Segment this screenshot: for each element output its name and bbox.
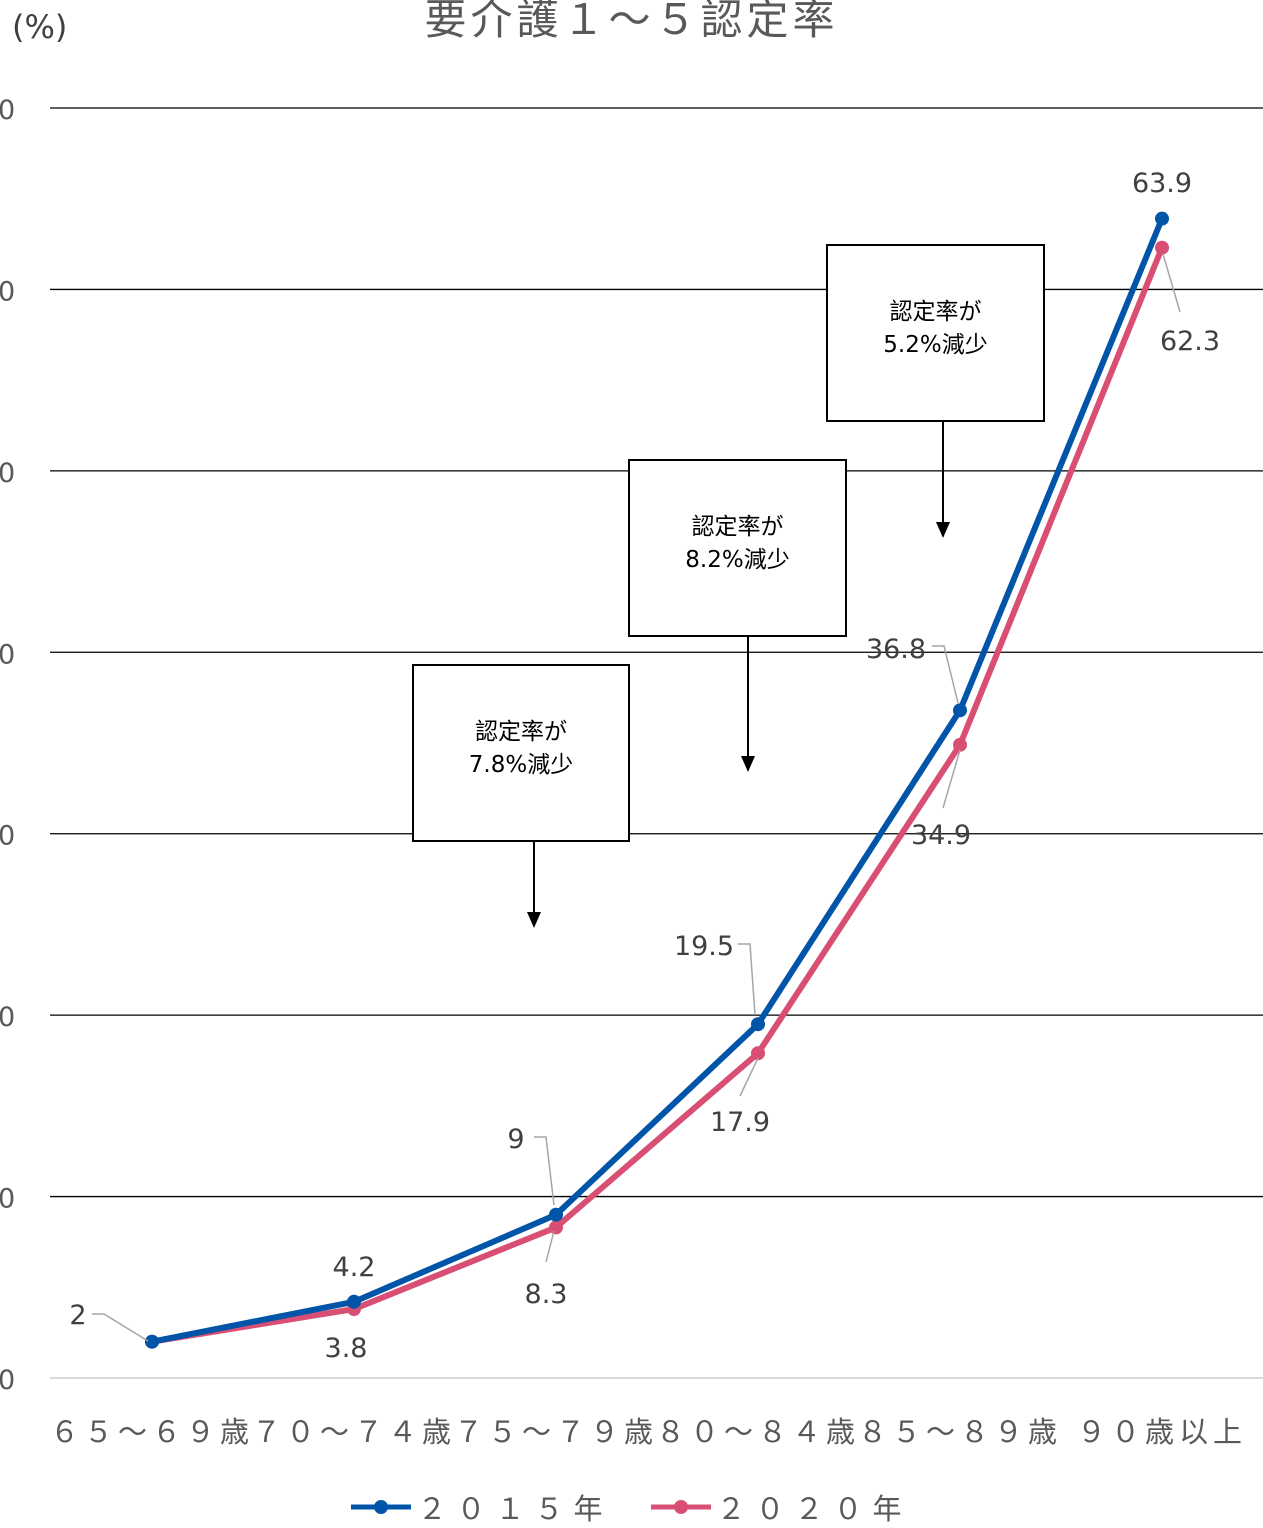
series-line-2020 bbox=[151, 246, 1165, 1345]
y-tick-label: 0 bbox=[0, 276, 15, 307]
data-label-2020: 34.9 bbox=[911, 820, 971, 851]
data-label-leader bbox=[1162, 253, 1181, 313]
data-point-2020 bbox=[751, 1046, 765, 1061]
annotation-arrow-head bbox=[527, 912, 541, 928]
data-point-2015 bbox=[1155, 211, 1169, 226]
annotation-arrow-head bbox=[936, 522, 950, 538]
annotation-line1: 認定率が bbox=[691, 514, 784, 540]
data-label-2015: 4.2 bbox=[333, 1252, 376, 1283]
annotation-line1: 認定率が bbox=[889, 299, 982, 325]
data-label-2015: 36.8 bbox=[866, 634, 926, 665]
legend-item-2020: ２０２０年 bbox=[650, 1486, 912, 1528]
data-point-2015 bbox=[953, 703, 967, 718]
data-label-leader bbox=[739, 1057, 759, 1097]
y-tick-label: 0 bbox=[0, 639, 15, 670]
y-tick-label: 0 bbox=[0, 1002, 15, 1033]
data-label-2020: 8.3 bbox=[525, 1279, 568, 1310]
y-tick-label: 0 bbox=[0, 95, 15, 126]
y-tick-label: 0 bbox=[0, 1365, 15, 1396]
data-label-2015: 2 bbox=[69, 1300, 86, 1331]
y-tick-label: 0 bbox=[0, 1184, 15, 1215]
annotation-line2: 5.2%減少 bbox=[883, 332, 988, 358]
data-label-leader bbox=[942, 749, 961, 809]
data-label-2015: 63.9 bbox=[1132, 168, 1192, 199]
legend-marker-2015 bbox=[351, 1500, 412, 1514]
annotation-line1: 認定率が bbox=[475, 719, 567, 745]
x-tick-label: ８５～８９歳 bbox=[858, 1415, 1062, 1449]
data-label-2020: 17.9 bbox=[710, 1107, 770, 1138]
data-label-2020: 3.8 bbox=[325, 1333, 368, 1364]
data-label-leader bbox=[92, 1313, 149, 1342]
data-point-2015 bbox=[751, 1017, 765, 1032]
data-point-2020 bbox=[1155, 240, 1169, 255]
data-label-2015: 9 bbox=[507, 1124, 524, 1155]
annotation-box-75-79: 認定率が 7.8%減少 bbox=[412, 664, 630, 842]
x-tick-label: ７５～７９歳 bbox=[454, 1415, 658, 1449]
x-tick-label: ８０～８４歳 bbox=[656, 1415, 860, 1449]
data-label-leader bbox=[534, 1136, 555, 1206]
annotation-box-80-84: 認定率が 8.2%減少 bbox=[628, 459, 847, 637]
data-label-2020: 62.3 bbox=[1160, 326, 1220, 357]
x-tick-label: ７０～７４歳 bbox=[252, 1415, 456, 1449]
annotation-box-85-89: 認定率が 5.2%減少 bbox=[826, 244, 1045, 422]
legend-label-2020: ２０２０年 bbox=[716, 1492, 912, 1526]
series-line-2015 bbox=[151, 217, 1165, 1345]
data-label-leader bbox=[932, 645, 959, 704]
annotation-line2: 7.8%減少 bbox=[468, 752, 574, 778]
y-tick-label: 0 bbox=[0, 821, 15, 852]
data-point-2015 bbox=[549, 1207, 563, 1222]
legend: ２０１５年 ２０２０年 bbox=[0, 1486, 1263, 1528]
y-axis-unit-label: (%) bbox=[12, 8, 68, 46]
data-point-2020 bbox=[549, 1220, 563, 1235]
data-point-2015 bbox=[347, 1294, 361, 1309]
x-tick-label: ９０歳以上 bbox=[1077, 1415, 1247, 1449]
annotation-arrow-head bbox=[741, 756, 755, 772]
data-label-leader bbox=[545, 1230, 555, 1263]
data-point-2020 bbox=[953, 737, 967, 752]
data-point-2015 bbox=[145, 1334, 159, 1349]
legend-label-2015: ２０１５年 bbox=[417, 1492, 613, 1526]
data-label-2015: 19.5 bbox=[674, 931, 734, 962]
chart-title: 要介護１～５認定率 bbox=[424, 0, 839, 44]
legend-item-2015: ２０１５年 bbox=[351, 1486, 612, 1528]
legend-marker-2020 bbox=[650, 1500, 711, 1514]
x-tick-label: ６５～６９歳 bbox=[50, 1415, 254, 1449]
y-tick-label: 0 bbox=[0, 458, 15, 489]
annotation-line2: 8.2%減少 bbox=[685, 547, 790, 573]
data-label-leader bbox=[738, 943, 756, 1016]
